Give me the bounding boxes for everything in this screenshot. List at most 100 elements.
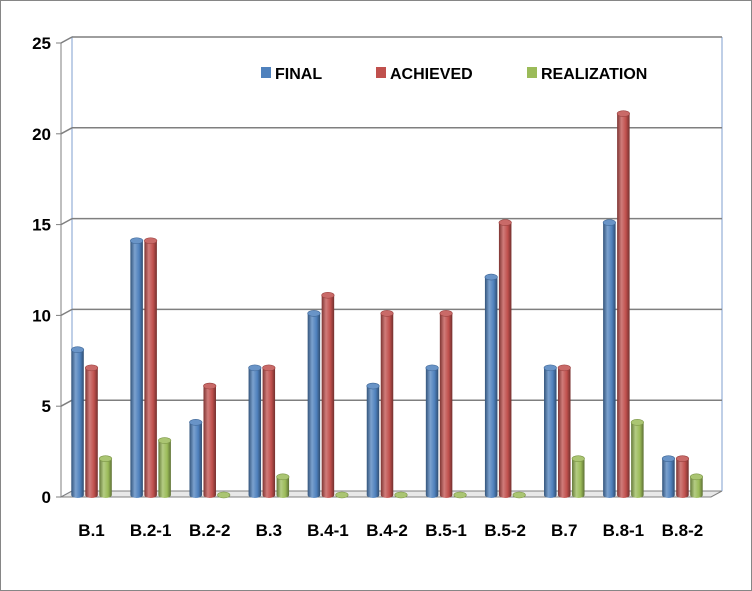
- bar-body: [144, 240, 157, 498]
- bar-cap: [189, 419, 203, 426]
- bar-body: [130, 240, 143, 498]
- bar-body: [617, 113, 630, 498]
- bar-final-B.7: [543, 364, 557, 498]
- bar-body: [439, 313, 453, 498]
- legend-label: ACHIEVED: [390, 66, 473, 83]
- x-tick-label: B.1: [78, 521, 104, 540]
- bar-final-B.4-1: [307, 310, 321, 498]
- bar-achieved-B.2-1: [144, 237, 158, 498]
- x-axis-ticks: B.1 B.2-1 B.2-2 B.3 B.4-1 B.4-2 B.5-1 B.5-2 B.7 B…: [78, 521, 703, 540]
- bar-cap: [602, 219, 616, 226]
- bar-cap: [248, 364, 262, 372]
- chart-walls: [60, 36, 723, 498]
- bar-body: [676, 458, 689, 498]
- x-tick-label: B.7: [551, 521, 577, 540]
- x-tick-label: B.5-1: [425, 521, 467, 540]
- bar-achieved-B.5-2: [498, 219, 512, 498]
- bar-cap: [439, 310, 453, 317]
- bar-cap: [543, 364, 557, 372]
- bar-cap: [84, 364, 99, 372]
- bar-cap: [203, 382, 217, 390]
- bar-body: [158, 440, 171, 498]
- legend-label: REALIZATION: [541, 66, 647, 83]
- x-tick-label: B.2-1: [130, 521, 172, 540]
- legend-swatch: [527, 67, 537, 78]
- bar-cap: [335, 491, 349, 499]
- bar-final-B.4-2: [366, 382, 380, 498]
- gridline-side: [60, 308, 73, 317]
- bar-body: [189, 422, 202, 498]
- x-tick-label: B.8-2: [662, 521, 704, 540]
- bar-realization-B.1: [98, 455, 113, 498]
- gridline-side: [60, 127, 73, 135]
- bar-final-B.8-2: [661, 455, 676, 498]
- bar-body: [558, 367, 571, 498]
- bar-final-B.3: [248, 364, 262, 498]
- y-tick-label: 20: [32, 125, 51, 144]
- bar-cap: [630, 419, 644, 426]
- bar-cap: [366, 382, 380, 390]
- bar-final-B.8-1: [602, 219, 616, 498]
- bar-body: [631, 422, 644, 498]
- bar-cap: [276, 473, 290, 481]
- bar-body: [544, 367, 557, 498]
- bar-final-B.1: [70, 346, 85, 498]
- bar-cap: [144, 237, 158, 245]
- legend-label: FINAL: [275, 66, 322, 83]
- bar-body: [603, 222, 616, 498]
- bar-cap: [675, 455, 690, 462]
- bar-final-B.2-1: [130, 237, 144, 498]
- y-axis-ticks: 0 5 10 15 20 25: [32, 34, 62, 507]
- bar-body: [321, 295, 335, 498]
- y-tick-label: 15: [32, 216, 51, 235]
- bar-final-B.5-2: [484, 273, 498, 498]
- bar-body: [203, 386, 216, 498]
- bar-achieved-B.8-2: [675, 455, 690, 498]
- bar-cap: [616, 110, 630, 117]
- bar-body: [307, 313, 321, 498]
- bar-cap: [130, 237, 144, 245]
- x-tick-label: B.8-1: [603, 521, 645, 540]
- bar-cap: [453, 491, 467, 499]
- legend-item-realization: REALIZATION: [527, 66, 647, 83]
- bar-body: [425, 367, 439, 498]
- bar-body: [99, 458, 112, 498]
- bar-cap: [262, 364, 276, 372]
- bar-cap: [217, 491, 231, 499]
- bar-achieved-B.3: [262, 364, 276, 498]
- x-tick-label: B.5-2: [484, 521, 526, 540]
- bar-body: [380, 313, 394, 498]
- y-tick-label: 25: [32, 34, 51, 53]
- bar-cap: [394, 491, 408, 499]
- bar-body: [572, 458, 585, 498]
- bar-realization-B.8-1: [630, 419, 644, 498]
- bar-cap: [557, 364, 571, 372]
- gridline-side: [60, 399, 73, 407]
- bar-achieved-B.1: [84, 364, 99, 498]
- bar-achieved-B.4-1: [321, 291, 335, 498]
- bar-body: [690, 476, 703, 498]
- bar-achieved-B.8-1: [616, 110, 630, 498]
- bar-body: [484, 277, 498, 498]
- bar-achieved-B.4-2: [380, 310, 394, 498]
- legend-swatch: [376, 67, 386, 78]
- bar-body: [498, 222, 512, 498]
- gridline-side: [60, 36, 73, 44]
- bar-cap: [425, 364, 439, 372]
- legend-item-final: FINAL: [261, 66, 322, 83]
- bar-achieved-B.2-2: [203, 382, 217, 498]
- bar-body: [366, 386, 380, 498]
- side-wall: [60, 36, 73, 498]
- bar-cap: [307, 310, 321, 317]
- x-tick-label: B.3: [256, 521, 282, 540]
- bar-body: [262, 367, 276, 498]
- x-tick-label: B.2-2: [189, 521, 231, 540]
- legend-item-achieved: ACHIEVED: [376, 66, 473, 83]
- bar-cap: [380, 310, 394, 317]
- bar-body: [662, 458, 675, 498]
- bar-cap: [571, 455, 585, 462]
- bar-achieved-B.5-1: [439, 310, 453, 498]
- gridline-side: [60, 217, 73, 226]
- x-tick-label: B.4-2: [366, 521, 408, 540]
